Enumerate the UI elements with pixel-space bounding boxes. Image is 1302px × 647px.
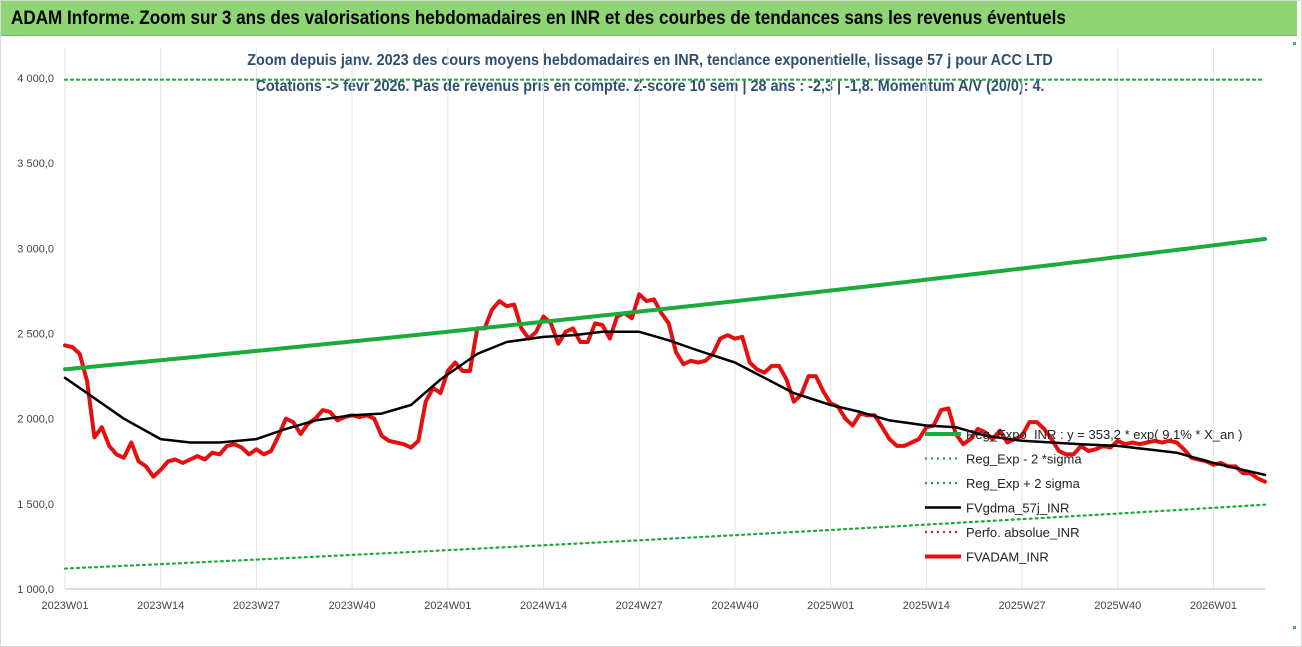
report-title: ADAM Informe. Zoom sur 3 ans des valoris…	[11, 8, 1066, 29]
grid-lines	[64, 48, 1265, 590]
y-tick-label: 2 000,0	[17, 414, 54, 426]
series-line-1	[63, 503, 1267, 570]
x-tick-label: 2024W14	[520, 600, 567, 612]
x-tick-label: 2024W27	[616, 600, 663, 612]
x-tick-label: 2023W27	[233, 600, 280, 612]
x-tick-label: 2025W27	[999, 600, 1046, 612]
series-line-3	[63, 330, 1267, 477]
legend-label-5: FVADAM_INR	[966, 550, 1049, 565]
series-line-5	[63, 292, 1267, 484]
y-axis-ticks: 1 000,0 1 500,0 2 000,0 2 500,0 3 000,0 3 500…	[17, 73, 54, 596]
legend-label-1: Reg_Exp - 2 *sigma	[966, 452, 1082, 467]
series-line-0	[63, 237, 1267, 372]
x-tick-label: 2025W40	[1094, 600, 1141, 612]
legend-label-4: Perfo. absolue_INR	[966, 525, 1079, 540]
x-tick-label: 2023W01	[41, 600, 88, 612]
x-tick-label: 2025W01	[807, 600, 854, 612]
x-tick-label: 2024W01	[424, 600, 471, 612]
y-tick-label: 3 000,0	[17, 243, 54, 255]
x-tick-label: 2023W14	[137, 600, 184, 612]
y-tick-label: 1 000,0	[17, 584, 54, 596]
y-tick-label: 3 500,0	[17, 158, 54, 170]
chart-title: Zoom depuis janv. 2023 des cours moyens …	[247, 52, 1053, 69]
legend-label-3: FVgdma_57j_INR	[966, 501, 1069, 516]
y-tick-label: 1 500,0	[17, 499, 54, 511]
report-header: ADAM Informe. Zoom sur 3 ans des valoris…	[1, 1, 1297, 36]
corner-marker-top	[1293, 42, 1296, 45]
legend: Reg_Expo_INR : y = 353,2 * exp( 9,1% * X…	[925, 427, 1242, 565]
series-lines	[63, 78, 1267, 570]
legend-label-0: Reg_Expo_INR : y = 353,2 * exp( 9,1% * X…	[966, 427, 1242, 442]
y-tick-label: 2 500,0	[17, 329, 54, 341]
legend-label-2: Reg_Exp + 2 sigma	[966, 476, 1081, 491]
x-tick-label: 2023W40	[329, 600, 376, 612]
x-tick-label: 2024W40	[711, 600, 758, 612]
x-tick-label: 2026W01	[1190, 600, 1237, 612]
chart-subtitle: Cotations -> févr 2026. Pas de revenus p…	[255, 78, 1045, 95]
x-tick-label: 2025W14	[903, 600, 950, 612]
x-axis-ticks: 2023W01 2023W14 2023W27 2023W40 2024W01 2024W…	[41, 600, 1237, 612]
corner-marker-bottom	[1293, 626, 1296, 629]
y-tick-label: 4 000,0	[17, 73, 54, 85]
